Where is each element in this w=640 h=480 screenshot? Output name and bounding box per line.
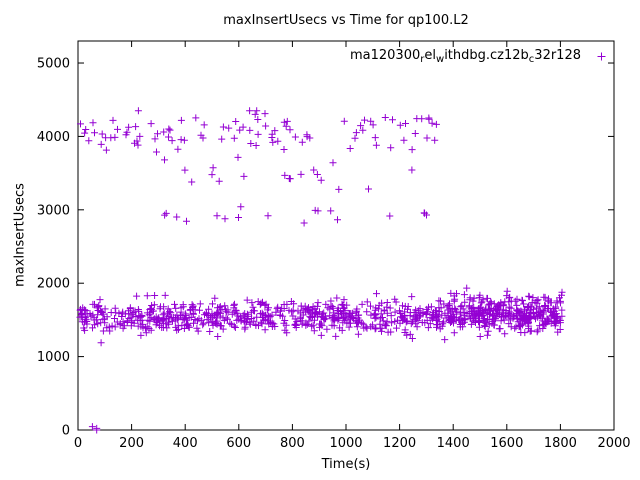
- x-tick-label: 2000: [597, 436, 630, 451]
- scatter-cluster-upper-band: [77, 107, 440, 161]
- scatter-cluster-mid-scatter-3500: [161, 156, 416, 193]
- x-tick-label: 1200: [383, 436, 416, 451]
- x-tick-label: 800: [280, 436, 305, 451]
- y-tick-label: 4000: [37, 130, 70, 145]
- x-tick-label: 400: [173, 436, 198, 451]
- x-tick-label: 1000: [329, 436, 362, 451]
- x-axis-label: Time(s): [321, 457, 371, 472]
- scatter-points: [76, 107, 566, 434]
- plot-border: [77, 40, 615, 431]
- x-tick-label: 1600: [490, 436, 523, 451]
- legend-label: ma120300relwithdbg.cz12bc32r128: [349, 48, 581, 65]
- axis-ticks: [77, 41, 615, 431]
- y-tick-label: 0: [62, 424, 70, 439]
- scatter-cluster-upper-mid-3000: [161, 203, 430, 227]
- x-tick-label: 200: [119, 436, 144, 451]
- y-tick-label: 3000: [37, 203, 70, 218]
- y-tick-label: 2000: [37, 277, 70, 292]
- legend: ma120300relwithdbg.cz12bc32r128: [0, 48, 608, 65]
- scatter-cluster-low-outliers: [88, 423, 101, 434]
- chart-title: maxInsertUsecs vs Time for qp100.L2: [223, 13, 469, 28]
- x-tick-label: 0: [74, 436, 82, 451]
- tick-labels: 0 200 400 600 800 1000 1200 1400 1600 1800 2000 0 10…: [37, 57, 631, 451]
- x-tick-label: 600: [226, 436, 251, 451]
- x-tick-label: 1400: [437, 436, 470, 451]
- legend-marker-icon: [597, 52, 606, 61]
- x-tick-label: 1800: [544, 436, 577, 451]
- scatter-cluster-main-band-late-dense: [444, 284, 566, 333]
- y-tick-label: 1000: [37, 350, 70, 365]
- y-tick-label: 5000: [37, 57, 70, 72]
